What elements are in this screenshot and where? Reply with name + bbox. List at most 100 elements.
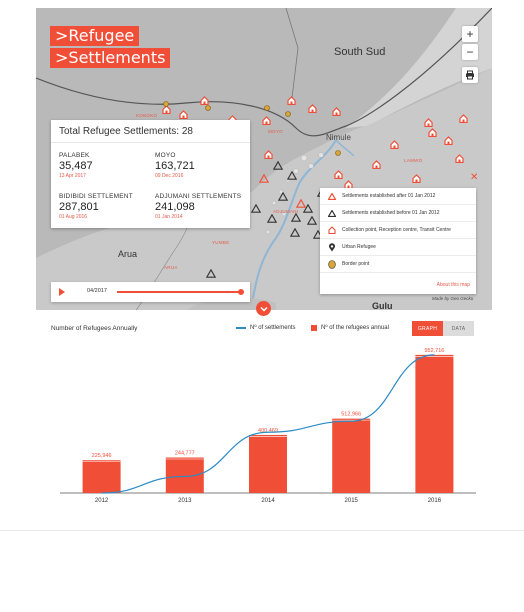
made-by-credit: Made by Geo Gecko bbox=[432, 296, 474, 301]
settlement-name: MOYO bbox=[155, 152, 176, 159]
camp-icon[interactable] bbox=[371, 159, 381, 169]
x-tick-label: 2014 bbox=[261, 498, 275, 504]
x-tick-label: 2013 bbox=[178, 498, 192, 504]
settlement-old-icon[interactable] bbox=[290, 227, 300, 237]
camp-icon[interactable] bbox=[331, 106, 341, 116]
camp-icon[interactable] bbox=[443, 135, 453, 145]
camp-icon[interactable] bbox=[178, 109, 188, 119]
legend-label: Urban Refugee bbox=[342, 244, 376, 250]
legend-label: Border point bbox=[342, 261, 370, 267]
settlement-old-icon[interactable] bbox=[273, 160, 283, 170]
bar-2014[interactable] bbox=[249, 434, 287, 493]
map-pin-icon bbox=[329, 242, 335, 251]
settlement-old-icon[interactable] bbox=[303, 203, 313, 213]
refugees-chart: 225,946 2012 244,777 2013 400,469 2014 512,966… bbox=[60, 348, 476, 504]
triangle-red-icon bbox=[328, 192, 336, 200]
settlement-old-icon[interactable] bbox=[307, 215, 317, 225]
section-divider bbox=[0, 530, 524, 531]
bar-2015[interactable] bbox=[332, 418, 371, 493]
settlement-old-icon[interactable] bbox=[287, 170, 297, 180]
district-label: KOBOKO bbox=[136, 113, 158, 118]
settlement-value: 287,801 bbox=[59, 201, 99, 213]
timeline-slider[interactable] bbox=[117, 289, 244, 295]
about-map-link[interactable]: About this map bbox=[436, 282, 470, 288]
collapse-map-button[interactable] bbox=[256, 301, 271, 316]
settlement-stat[interactable]: MOYO 163,721 09 Dec 2016 bbox=[155, 152, 251, 179]
camp-icon[interactable] bbox=[161, 104, 171, 114]
settlement-date: 01 Jan 2014 bbox=[155, 214, 183, 220]
legend-item[interactable]: Collection point, Reception centre, Tran… bbox=[320, 222, 476, 239]
camp-icon[interactable] bbox=[286, 95, 296, 105]
legend-label: Collection point, Reception centre, Tran… bbox=[342, 227, 451, 233]
settlement-date: 09 Dec 2016 bbox=[155, 173, 184, 179]
chevron-down-icon bbox=[259, 306, 268, 312]
camp-icon[interactable] bbox=[263, 149, 273, 159]
play-icon[interactable] bbox=[59, 288, 65, 296]
city-label-arua: Arua bbox=[118, 249, 138, 259]
camp-icon[interactable] bbox=[411, 173, 421, 183]
settlement-name: ADJUMANI SETTLEMENTS bbox=[155, 193, 242, 200]
settlement-new-icon[interactable] bbox=[296, 198, 306, 208]
settlement-new-icon[interactable] bbox=[259, 173, 269, 183]
info-card-title: Total Refugee Settlements: 28 bbox=[51, 120, 250, 143]
settlement-date: 13 Apr 2017 bbox=[59, 173, 86, 179]
camp-icon[interactable] bbox=[458, 113, 468, 123]
timeline-control: 04/2017 bbox=[51, 282, 250, 302]
zoom-out-button[interactable]: − bbox=[462, 44, 478, 60]
printer-icon bbox=[466, 70, 474, 80]
border-badge-icon bbox=[328, 259, 336, 269]
bar-2012[interactable] bbox=[82, 460, 121, 493]
camp-icon[interactable] bbox=[343, 179, 353, 189]
camp-icon[interactable] bbox=[389, 139, 399, 149]
legend-bar-label: Nº of the refugees annual bbox=[321, 325, 389, 331]
timeline-date: 04/2017 bbox=[87, 288, 107, 294]
settlements-line bbox=[101, 354, 435, 494]
settlement-old-icon[interactable] bbox=[267, 213, 277, 223]
legend-item[interactable]: Settlements established before 01 Jan 20… bbox=[320, 205, 476, 222]
country-label: South Sud bbox=[334, 46, 386, 58]
city-label-nimule: Nimule bbox=[326, 133, 351, 142]
timeline-handle[interactable] bbox=[238, 289, 244, 295]
bar-value-label: 225,946 bbox=[92, 453, 112, 459]
bar-value-label: 952,716 bbox=[424, 348, 444, 354]
settlement-old-icon[interactable] bbox=[278, 191, 288, 201]
settlement-stat[interactable]: PALABEK 35,487 13 Apr 2017 bbox=[59, 152, 155, 179]
x-tick-label: 2012 bbox=[95, 498, 109, 504]
legend-refugees: Nº of the refugees annual bbox=[311, 325, 389, 331]
camp-icon[interactable] bbox=[261, 115, 271, 125]
camp-icon[interactable] bbox=[423, 117, 433, 127]
legend-item[interactable]: Border point bbox=[320, 256, 476, 273]
settlement-old-icon[interactable] bbox=[251, 203, 261, 213]
camp-icon[interactable] bbox=[199, 95, 209, 105]
triangle-outline-icon bbox=[328, 209, 336, 217]
settlement-stat[interactable]: BIDIBIDI SETTLEMENT 287,801 01 Aug 2016 bbox=[59, 193, 155, 220]
camp-icon[interactable] bbox=[333, 169, 343, 179]
district-label: MOYO bbox=[268, 129, 283, 134]
legend-line-label: Nº of settlements bbox=[250, 325, 296, 331]
tab-data[interactable]: DATA bbox=[443, 321, 474, 336]
legend-label: Settlements established before 01 Jan 20… bbox=[342, 210, 440, 216]
settlement-name: BIDIBIDI SETTLEMENT bbox=[59, 193, 133, 200]
legend-label: Settlements established after 01 Jan 201… bbox=[342, 193, 436, 199]
settlement-stat[interactable]: ADJUMANI SETTLEMENTS 241,098 01 Jan 2014 bbox=[155, 193, 251, 220]
camp-icon[interactable] bbox=[307, 103, 317, 113]
district-label: LAMWO bbox=[404, 158, 423, 163]
settlement-old-icon[interactable] bbox=[291, 212, 301, 222]
legend-item[interactable]: Urban Refugee bbox=[320, 239, 476, 256]
line-swatch bbox=[236, 327, 246, 329]
bar-2016[interactable] bbox=[415, 354, 454, 493]
settlement-date: 01 Aug 2016 bbox=[59, 214, 88, 220]
camp-icon[interactable] bbox=[427, 127, 437, 137]
camp-icon bbox=[328, 226, 336, 234]
view-toggle: GRAPH DATA bbox=[412, 321, 474, 336]
map-title-line1: >Refugee bbox=[50, 26, 140, 46]
zoom-in-button[interactable]: + bbox=[462, 26, 478, 42]
settlement-old-icon[interactable] bbox=[206, 268, 216, 278]
legend-item[interactable]: Settlements established after 01 Jan 201… bbox=[320, 188, 476, 205]
district-label: ARUA bbox=[164, 265, 178, 270]
camp-icon[interactable] bbox=[454, 153, 464, 163]
print-button[interactable] bbox=[462, 67, 478, 83]
tab-graph[interactable]: GRAPH bbox=[412, 321, 443, 336]
bar-swatch bbox=[311, 325, 317, 331]
district-label: YUMBE bbox=[212, 240, 230, 245]
